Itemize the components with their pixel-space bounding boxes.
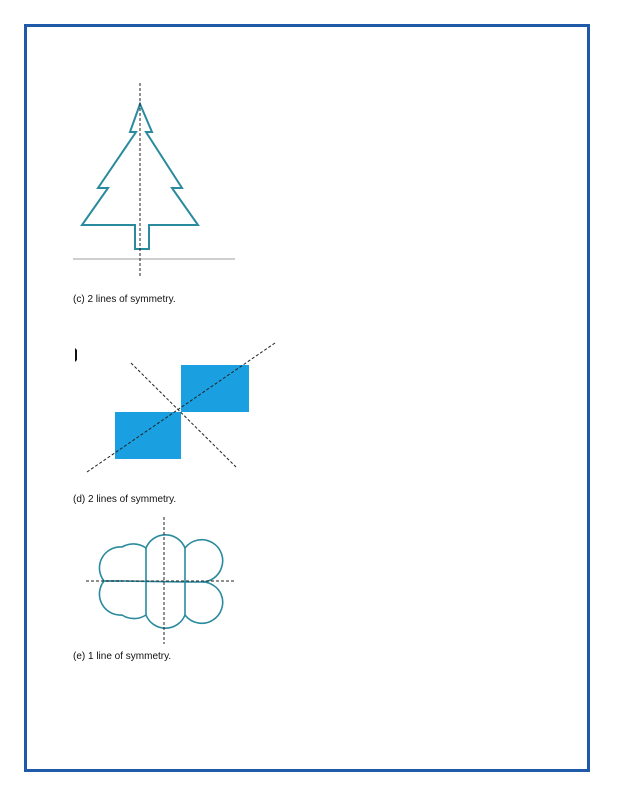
filled-square-upper-right — [181, 365, 249, 412]
cloud-outline-lower — [98, 580, 224, 630]
filled-square-lower-left — [115, 412, 181, 459]
margin-mark — [75, 348, 77, 362]
symmetry-line-diagonal-up — [86, 342, 276, 473]
tree-outline — [80, 101, 200, 250]
caption-e: (e) 1 line of symmetry. — [73, 651, 172, 662]
cloud-figure — [86, 517, 236, 644]
tree-figure — [73, 83, 235, 278]
caption-d: (d) 2 lines of symmetry. — [73, 494, 177, 505]
page-frame — [24, 24, 590, 772]
cloud-outline — [98, 533, 224, 583]
squares-figure — [75, 342, 276, 473]
caption-c: (c) 2 lines of symmetry. — [73, 294, 176, 305]
